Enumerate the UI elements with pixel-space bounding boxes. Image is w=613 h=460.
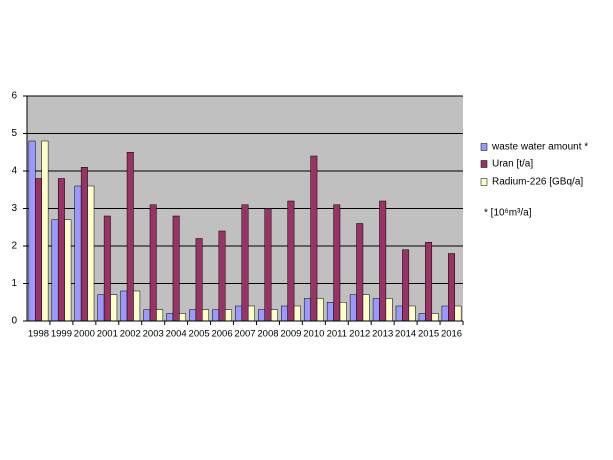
bar xyxy=(418,313,426,322)
bar xyxy=(339,302,347,322)
bar xyxy=(402,249,410,322)
bar xyxy=(241,204,249,322)
bar xyxy=(270,309,278,322)
bar xyxy=(281,305,288,322)
bar xyxy=(41,140,49,322)
bar xyxy=(225,309,232,322)
bar xyxy=(333,204,341,322)
bar xyxy=(425,242,433,322)
bar xyxy=(126,152,134,322)
x-tick-label: 2002 xyxy=(120,329,141,340)
bar xyxy=(395,305,403,322)
legend-note: * [10⁶m³/a] xyxy=(484,208,532,219)
bar xyxy=(35,178,42,322)
bar xyxy=(448,253,455,322)
bar xyxy=(316,298,324,322)
bar xyxy=(103,215,111,322)
bar xyxy=(441,305,449,322)
x-tick-label: 2011 xyxy=(327,329,347,340)
bar xyxy=(51,219,59,322)
legend-label: Uran [t/a] xyxy=(492,159,533,170)
y-tick-label: 1 xyxy=(11,278,17,289)
bar xyxy=(287,200,295,322)
bar xyxy=(74,185,82,322)
bar xyxy=(356,223,364,322)
x-tick-label: 2012 xyxy=(349,329,370,340)
bar xyxy=(87,185,95,322)
x-tick-label: 2005 xyxy=(189,329,210,340)
bar xyxy=(166,313,174,322)
y-tick-label: 4 xyxy=(11,166,17,177)
x-tick-label: 2015 xyxy=(418,329,439,340)
y-tick-label: 5 xyxy=(11,128,17,139)
bar xyxy=(326,302,334,322)
bar xyxy=(293,305,301,322)
bar xyxy=(57,178,65,322)
x-tick-label: 2010 xyxy=(303,329,324,340)
bar xyxy=(408,305,416,322)
bar xyxy=(379,200,387,322)
y-tick-label: 6 xyxy=(11,91,17,102)
bar xyxy=(80,167,88,322)
y-tick-label: 2 xyxy=(11,241,17,252)
x-tick-label: 1999 xyxy=(51,329,72,340)
bar xyxy=(28,140,36,322)
legend-swatch xyxy=(480,160,488,168)
bar xyxy=(97,294,105,322)
bar xyxy=(189,309,197,322)
x-tick-label: 2004 xyxy=(166,329,187,340)
bar xyxy=(179,313,187,322)
legend-label: Radium-226 [GBq/a] xyxy=(492,177,583,188)
bar xyxy=(247,305,255,322)
x-tick-label: 2013 xyxy=(372,329,393,340)
legend-swatch xyxy=(480,178,488,186)
bar xyxy=(133,290,141,322)
bar xyxy=(454,305,462,322)
x-tick-label: 2016 xyxy=(441,329,462,340)
x-tick-label: 2014 xyxy=(395,329,416,340)
bar xyxy=(385,298,393,322)
legend-label: waste water amount * xyxy=(491,142,588,153)
y-tick-label: 3 xyxy=(11,203,17,214)
bar xyxy=(202,309,209,322)
x-tick-label: 1998 xyxy=(28,329,49,340)
x-tick-label: 2001 xyxy=(97,329,118,340)
bar xyxy=(218,230,226,322)
x-tick-label: 2003 xyxy=(143,329,164,340)
x-tick-label: 2000 xyxy=(74,329,95,340)
x-tick-label: 2007 xyxy=(234,329,255,340)
x-tick-label: 2008 xyxy=(257,329,278,340)
bar xyxy=(258,309,265,322)
bar xyxy=(372,298,380,322)
bar xyxy=(349,294,357,322)
bar xyxy=(149,204,157,322)
bar xyxy=(362,294,370,322)
bar xyxy=(143,309,151,322)
bar xyxy=(64,219,72,322)
x-tick-label: 2009 xyxy=(280,329,301,340)
bar xyxy=(264,208,272,322)
bar xyxy=(310,155,318,322)
bar xyxy=(212,309,220,322)
bar xyxy=(120,290,128,322)
bar xyxy=(303,298,311,322)
legend-swatch xyxy=(480,143,488,151)
bar xyxy=(431,313,439,322)
bar xyxy=(195,238,203,322)
bar xyxy=(110,294,118,322)
bar xyxy=(172,215,180,322)
bar xyxy=(156,309,164,322)
y-tick-label: 0 xyxy=(11,316,17,327)
bar xyxy=(235,305,243,322)
x-tick-label: 2006 xyxy=(211,329,232,340)
